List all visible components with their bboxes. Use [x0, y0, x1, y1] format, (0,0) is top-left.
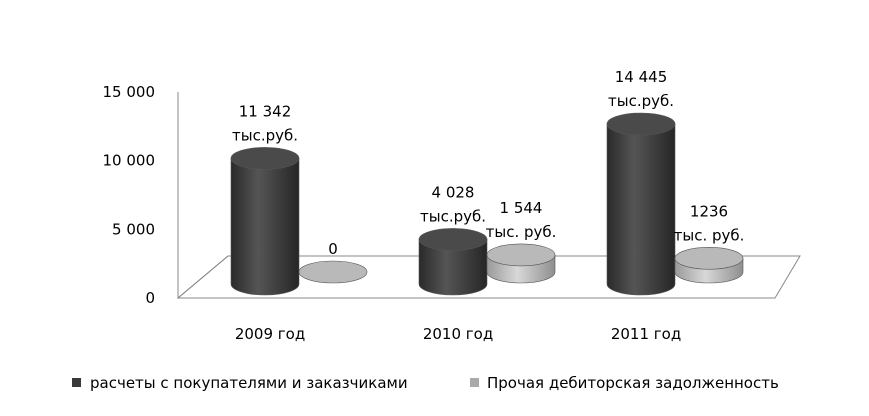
data-label: тыс.руб. — [608, 92, 674, 110]
bar-top — [606, 112, 676, 136]
data-label: 14 445 — [615, 68, 668, 86]
bar-1-3 — [606, 112, 676, 296]
bar-2-1 — [298, 260, 368, 284]
bar-body — [606, 123, 676, 296]
bar-top — [418, 228, 488, 251]
data-label: 4 028 — [432, 183, 475, 201]
data-label: 11 342 — [239, 102, 292, 120]
category-label: 2009 год — [235, 325, 305, 343]
bar-top — [486, 243, 556, 267]
bar-1-1 — [230, 147, 300, 296]
bars-group — [230, 112, 744, 296]
data-label: тыс. руб. — [674, 226, 745, 244]
data-label: тыс. руб. — [486, 223, 557, 241]
y-tick-label: 15 000 — [103, 83, 156, 101]
plot-frame — [176, 92, 801, 299]
legend: расчеты с покупателями и заказчиками Про… — [72, 374, 779, 392]
y-tick-label: 10 000 — [103, 152, 156, 170]
y-tick-label: 0 — [145, 289, 155, 307]
category-label: 2010 год — [423, 325, 493, 343]
bar-body — [230, 158, 300, 296]
data-label: 1236 — [690, 202, 728, 220]
bar-top — [674, 247, 744, 270]
data-label: 0 — [328, 240, 338, 258]
bar-1-2 — [418, 228, 488, 296]
y-axis-ticks: 0 5 000 10 000 15 000 — [103, 83, 156, 307]
bar-top — [230, 147, 300, 170]
category-labels-group: 2009 год 2010 год 2011 год — [235, 325, 681, 343]
data-label: 1 544 — [500, 199, 543, 217]
legend-swatch-series-2 — [470, 378, 479, 387]
bar-body — [418, 239, 488, 296]
data-label: тыс.руб. — [232, 126, 298, 144]
y-tick-label: 5 000 — [112, 220, 155, 238]
legend-swatch-series-1 — [72, 378, 81, 387]
bar-2-2 — [486, 243, 556, 284]
bar-top — [298, 260, 368, 284]
back-wall-base — [177, 255, 229, 299]
category-label: 2011 год — [611, 325, 681, 343]
data-label: тыс.руб. — [420, 207, 486, 225]
bar-2-3 — [674, 247, 744, 284]
legend-label-series-2: Прочая дебиторская задолженность — [487, 374, 779, 392]
data-labels-group: 11 342 тыс.руб. 0 4 028 тыс.руб. 1 544 тыс. ру… — [232, 68, 744, 258]
legend-label-series-1: расчеты с покупателями и заказчиками — [90, 374, 408, 392]
